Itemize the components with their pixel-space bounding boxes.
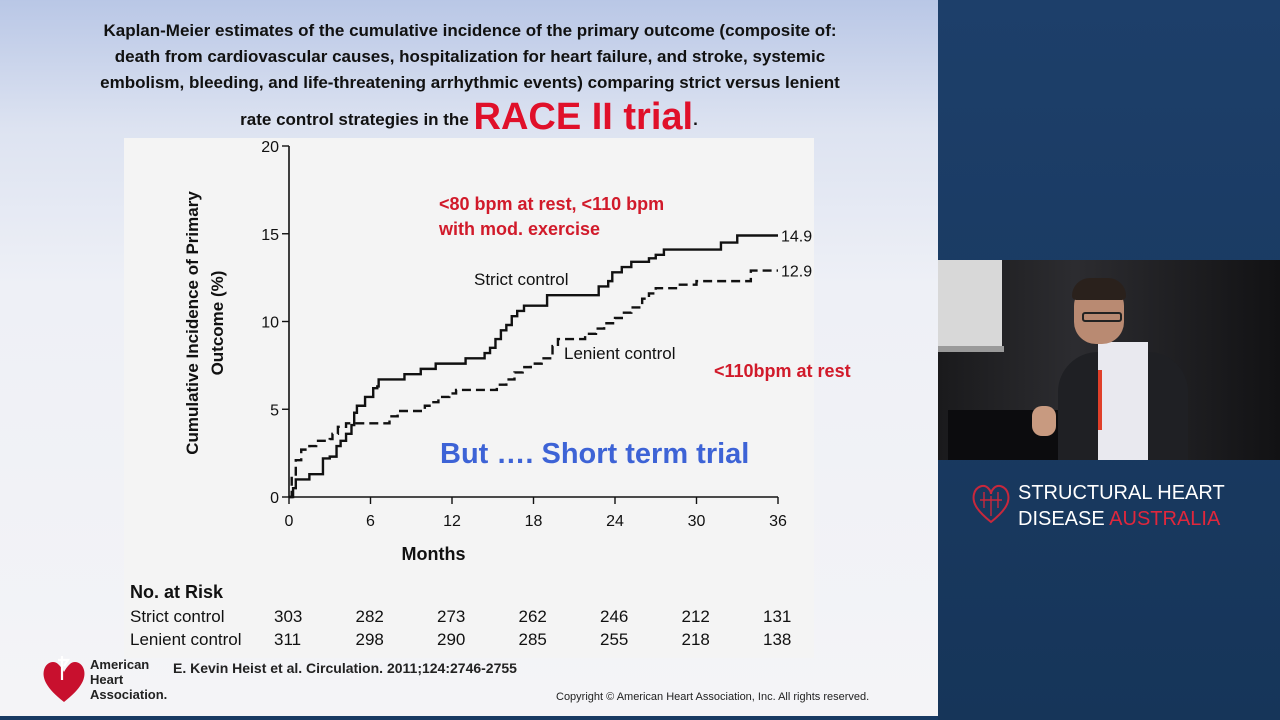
speaker-hair bbox=[1072, 278, 1126, 300]
y-tick-label: 0 bbox=[270, 490, 279, 507]
y-axis-label-line-1: Cumulative Incidence of Primary bbox=[183, 191, 202, 455]
x-tick-label: 6 bbox=[366, 513, 375, 530]
x-tick-label: 36 bbox=[769, 513, 787, 530]
y-tick-label: 10 bbox=[261, 315, 279, 332]
risk-value: 303 bbox=[274, 607, 303, 626]
title-highlight: RACE II trial bbox=[473, 96, 694, 138]
risk-value: 212 bbox=[681, 607, 710, 626]
annotation-lenient-target: <110bpm at rest bbox=[714, 361, 851, 381]
risk-row-label-strict: Strict control bbox=[130, 607, 225, 626]
risk-value: 255 bbox=[600, 630, 629, 649]
citation: E. Kevin Heist et al. Circulation. 2011;… bbox=[173, 660, 517, 676]
y-tick-label: 20 bbox=[261, 139, 279, 156]
plot-panel bbox=[124, 138, 814, 658]
y-axis-label-line-2: Outcome (%) bbox=[208, 271, 227, 376]
x-tick-label: 18 bbox=[525, 513, 543, 530]
x-axis-label: Months bbox=[402, 544, 466, 564]
risk-value: 290 bbox=[437, 630, 466, 649]
screen-frame bbox=[938, 346, 1004, 352]
heart-association-logo bbox=[43, 656, 85, 702]
y-tick-label: 15 bbox=[261, 227, 279, 244]
x-tick-label: 12 bbox=[443, 513, 461, 530]
annotation-strict-target-line-1: <80 bpm at rest, <110 bpm bbox=[439, 194, 664, 214]
title-line-4-prefix: rate control strategies in the bbox=[240, 110, 474, 129]
glasses-icon bbox=[1082, 312, 1122, 322]
logo-text-line-1: American bbox=[90, 657, 150, 672]
end-label-strict: 14.9 bbox=[781, 229, 812, 246]
risk-value: 131 bbox=[763, 607, 792, 626]
brand-line-2-prefix: DISEASE bbox=[1018, 508, 1110, 530]
title-line-1: Kaplan-Meier estimates of the cumulative… bbox=[103, 21, 837, 40]
annotation-short-term: But …. Short term trial bbox=[440, 438, 749, 470]
end-label-lenient: 12.9 bbox=[781, 264, 812, 281]
title-line-4: rate control strategies in the RACE II t… bbox=[0, 96, 938, 139]
risk-value: 298 bbox=[355, 630, 384, 649]
series-line-strict-control bbox=[289, 234, 778, 499]
risk-value: 282 bbox=[355, 607, 384, 626]
slide-title: Kaplan-Meier estimates of the cumulative… bbox=[20, 18, 920, 96]
risk-table-title: No. at Risk bbox=[130, 582, 224, 602]
projector-screen bbox=[938, 260, 1002, 352]
logo-text-line-2: Heart bbox=[90, 672, 124, 687]
logo-text: American Heart Association. bbox=[90, 657, 167, 702]
conference-brand: STRUCTURAL HEART DISEASE AUSTRALIA bbox=[970, 478, 1225, 531]
brand-line-2: DISEASE AUSTRALIA bbox=[1018, 506, 1225, 532]
lanyard bbox=[1098, 370, 1102, 430]
risk-value: 285 bbox=[518, 630, 547, 649]
risk-value: 138 bbox=[763, 630, 792, 649]
title-line-2: death from cardiovascular causes, hospit… bbox=[114, 47, 826, 66]
risk-value: 311 bbox=[274, 630, 302, 649]
brand-line-2-accent: AUSTRALIA bbox=[1109, 508, 1221, 530]
title-suffix: . bbox=[693, 110, 698, 129]
risk-value: 246 bbox=[600, 607, 629, 626]
copyright: Copyright © American Heart Association, … bbox=[556, 691, 870, 703]
x-tick-label: 24 bbox=[606, 513, 624, 530]
brand-line-1: STRUCTURAL HEART bbox=[1018, 482, 1225, 504]
heart-outline-icon bbox=[972, 485, 1010, 524]
heart-icon bbox=[43, 662, 85, 702]
speaker-video bbox=[938, 260, 1280, 460]
series-label-strict-control: Strict control bbox=[474, 270, 568, 289]
kaplan-meier-chart: 0 6 12 18 24 30 36 0 5 10 15 20 Months Cumulative Inc… bbox=[183, 139, 851, 564]
x-tick-label: 0 bbox=[285, 513, 294, 530]
title-line-3: embolism, bleeding, and life-threatening… bbox=[100, 73, 840, 92]
logo-text-line-3: Association. bbox=[90, 687, 168, 702]
y-tick-label: 5 bbox=[270, 402, 279, 419]
x-tick-label: 30 bbox=[688, 513, 706, 530]
risk-value: 218 bbox=[681, 630, 710, 649]
risk-value: 273 bbox=[437, 607, 466, 626]
presentation-slide: Kaplan-Meier estimates of the cumulative… bbox=[0, 0, 938, 716]
torch-icon bbox=[58, 656, 71, 680]
risk-value: 262 bbox=[518, 607, 547, 626]
brand-text: STRUCTURAL HEART DISEASE AUSTRALIA bbox=[1018, 480, 1225, 532]
speaker-hand bbox=[1032, 406, 1056, 436]
annotation-strict-target-line-2: with mod. exercise bbox=[438, 219, 600, 239]
risk-row-label-lenient: Lenient control bbox=[130, 630, 242, 649]
series-line-lenient-control bbox=[289, 269, 778, 499]
series-label-lenient-control: Lenient control bbox=[564, 344, 676, 363]
speaker-shirt bbox=[1098, 342, 1148, 460]
